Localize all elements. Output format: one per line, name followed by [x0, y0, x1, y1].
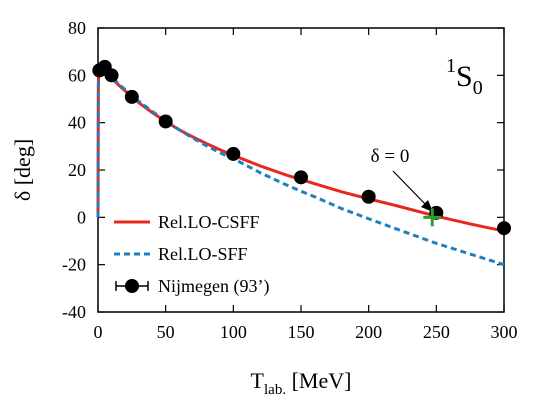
zero-crossing-arrowhead	[421, 200, 433, 212]
y-tick-label: 80	[68, 18, 86, 38]
legend-swatch-nijmegen-dot	[125, 279, 139, 293]
legend-label-nijmegen: Nijmegen (93’)	[158, 276, 269, 297]
legend: Rel.LO-CSFF Rel.LO-SFF Nijmegen (93’)	[114, 212, 269, 297]
x-tick-label: 0	[94, 322, 103, 342]
x-tick-label: 100	[220, 322, 247, 342]
legend-label-sff: Rel.LO-SFF	[158, 244, 248, 264]
x-tick-label: 200	[355, 322, 382, 342]
state-label: 1S0	[446, 55, 483, 99]
x-tick-label: 300	[491, 322, 518, 342]
nijmegen-point	[497, 221, 511, 236]
y-axis-label: δ [deg]	[10, 139, 35, 201]
y-tick-label: 0	[77, 207, 86, 227]
data-markers	[92, 59, 511, 236]
y-tick-label: 60	[68, 65, 86, 85]
y-tick-label: 40	[68, 113, 86, 133]
nijmegen-point	[104, 68, 119, 83]
y-tick-label: 20	[68, 160, 86, 180]
series-line-rel-lo-sff	[96, 64, 505, 267]
y-tick-label: -40	[62, 302, 86, 322]
y-tick-label: -20	[62, 255, 86, 275]
x-axis-label-unit: [MeV]	[286, 368, 351, 393]
nijmegen-point	[124, 89, 139, 104]
axis-ticks: 0 50 100 150 200 250 300 -40 -20 0 20 40 60 80	[62, 18, 518, 342]
x-tick-label: 250	[423, 322, 450, 342]
series-line-rel-lo-csff	[96, 64, 505, 233]
state-label-sub: 0	[473, 77, 483, 99]
x-axis-label: Tlab. [MeV]	[251, 368, 352, 398]
plot-frame	[97, 27, 505, 313]
nijmegen-point	[361, 189, 376, 204]
state-label-sup: 1	[446, 55, 456, 77]
zero-crossing-label: δ = 0	[371, 146, 410, 167]
nijmegen-point	[226, 146, 241, 161]
zero-crossing-arrow	[392, 170, 429, 208]
nijmegen-point	[158, 114, 173, 129]
x-tick-label: 50	[157, 322, 175, 342]
x-tick-label: 150	[288, 322, 315, 342]
legend-label-csff: Rel.LO-CSFF	[158, 212, 260, 232]
state-label-main: S	[456, 60, 473, 93]
zero-crossing-marker	[423, 208, 442, 227]
curves	[96, 64, 505, 267]
x-axis-label-main: T	[251, 368, 265, 393]
x-axis-label-sub: lab.	[264, 382, 286, 398]
nijmegen-point	[294, 170, 308, 185]
